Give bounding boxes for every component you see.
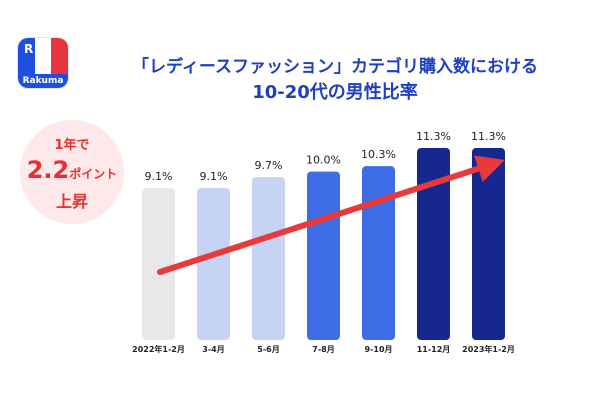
badge-value: 2.2 [26,156,70,184]
value-label-1: 9.1% [145,170,173,183]
value-label-3: 9.7% [255,159,283,172]
r-logo-icon: R [24,42,34,56]
increase-badge: 1年で 2.2ポイント 上昇 [20,120,124,224]
chart-title-line2: 10-20代の男性比率 [252,82,418,103]
category-label-2: 3-4月 [202,345,224,354]
bar-4 [307,171,340,340]
badge-direction: 上昇 [55,192,88,211]
value-label-6: 11.3% [416,130,451,143]
bar-7 [472,148,505,340]
badge-period: 1年で [54,138,90,153]
category-label-5: 9-10月 [364,345,392,354]
badge-value-row: 2.2ポイント [20,156,124,184]
flag-icon [18,38,68,76]
value-label-7: 11.3% [471,130,506,143]
trend-arrow-head [474,155,505,182]
category-label-1: 2022年1-2月 [132,344,185,354]
bar-2 [197,188,230,340]
trend-arrow-line [157,165,482,275]
category-label-4: 7-8月 [312,345,334,354]
bar-5 [362,166,395,340]
bar-3 [252,177,285,340]
bar-6 [417,148,450,340]
badge-unit: ポイント [69,167,118,181]
bar-1 [142,188,175,340]
value-label-4: 10.0% [306,154,341,167]
chart-title-line1: 「レディースファッション」カテゴリ購入数における [132,57,538,77]
value-label-2: 9.1% [200,170,228,183]
category-label-3: 5-6月 [257,345,279,354]
category-label-7: 2023年1-2月 [462,344,515,354]
category-label-6: 11-12月 [417,345,451,354]
value-label-5: 10.3% [361,148,396,161]
logo-label: Rakuma [18,74,68,88]
rakuma-logo: R Rakuma [18,38,68,88]
